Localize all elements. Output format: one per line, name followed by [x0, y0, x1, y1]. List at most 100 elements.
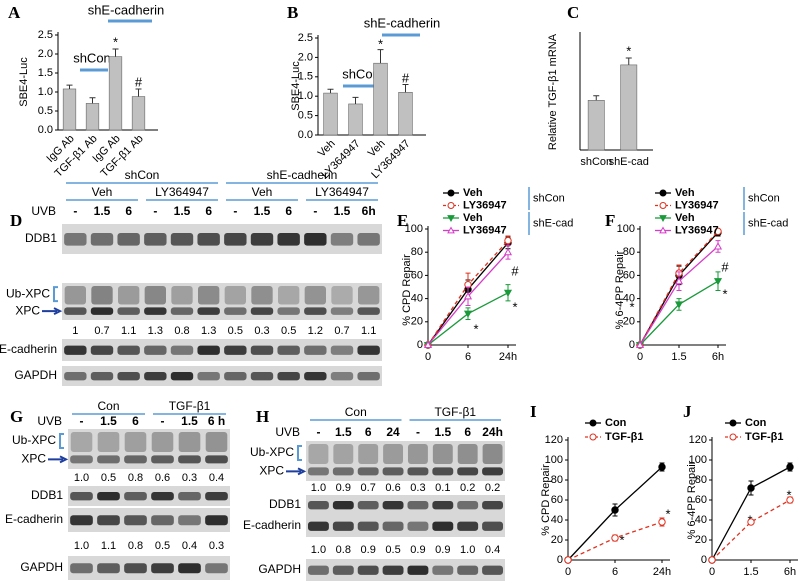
annotation: #	[721, 259, 729, 274]
blot-band	[170, 233, 194, 246]
quantification: 0.3	[410, 482, 425, 494]
blot-smear	[432, 444, 453, 464]
annotation: #	[135, 74, 143, 89]
lane-group-label: TGF-β1	[434, 405, 476, 419]
y-axis-title: % CPD Repair	[401, 254, 413, 326]
blot-strip	[306, 495, 505, 515]
lane-label: 6	[285, 204, 292, 218]
blot-label: E-cadherin	[0, 342, 57, 356]
quantification: 0.9	[361, 544, 376, 556]
error-bar	[66, 84, 73, 89]
blot-band	[97, 563, 120, 574]
blot-label: XPC	[259, 464, 284, 478]
legend-group-label: shCon	[533, 192, 565, 204]
annotation: #	[511, 263, 519, 278]
blot-band	[332, 521, 354, 531]
lane-label: 6	[205, 204, 212, 218]
blot-band	[144, 372, 167, 381]
blot-smear	[308, 444, 329, 464]
marker	[708, 556, 716, 564]
blot-smear	[178, 432, 201, 452]
marker	[729, 419, 737, 427]
bar	[62, 88, 77, 131]
y-tick-label: 60	[695, 494, 707, 506]
legend-label: Veh	[675, 187, 695, 199]
blot-smear	[151, 432, 174, 452]
blot-band	[124, 563, 147, 574]
legend-label: TGF-β1	[605, 431, 644, 443]
y-tick-label: 100	[405, 223, 423, 235]
blot-smear	[358, 444, 379, 464]
blot-band	[482, 501, 504, 510]
blot-smear	[407, 444, 428, 464]
marker	[463, 292, 473, 300]
marker	[674, 276, 684, 285]
blot-band	[482, 565, 504, 575]
lane-label: -	[80, 414, 84, 428]
legend-label: LY36947	[463, 224, 507, 236]
annotation: *	[473, 321, 478, 336]
quantification: 0.4	[209, 472, 224, 484]
marker	[659, 226, 667, 234]
legend-label: LY36947	[675, 199, 719, 211]
blot-band	[277, 345, 300, 355]
marker	[447, 202, 455, 209]
x-tick-label: 6	[465, 351, 471, 363]
blot-smear	[333, 444, 354, 464]
y-tick-label: 1.5	[298, 71, 313, 83]
blot-strip	[62, 283, 382, 320]
blot-strip	[68, 508, 230, 532]
quantification: 0.2	[485, 482, 500, 494]
quantification: 1.0	[311, 482, 326, 494]
blot-strip	[62, 224, 382, 254]
blot-band	[224, 345, 247, 355]
error-bar	[593, 95, 600, 101]
quantification: 0.3	[209, 540, 224, 552]
lane-group-label: shCon	[125, 168, 160, 182]
marker	[674, 301, 684, 309]
blot-band	[432, 565, 454, 575]
lane-label: -	[73, 204, 77, 218]
annotation: *	[512, 299, 517, 314]
blot-band	[357, 307, 380, 315]
blot-band	[144, 233, 167, 246]
quantification: 0.6	[385, 482, 400, 494]
y-tick-label: 20	[551, 534, 563, 546]
blot-strip	[68, 429, 230, 469]
blot-strip	[68, 556, 230, 580]
blot-label: GAPDH	[20, 560, 63, 574]
y-axis-title: % 6-4PP Repair	[686, 460, 698, 539]
blot-label: E-cadherin	[5, 512, 63, 526]
marker	[659, 189, 667, 197]
bar	[373, 62, 388, 136]
blot-strip	[306, 515, 505, 537]
blot-band	[432, 467, 454, 476]
quantification: 0.9	[410, 544, 425, 556]
blot-band	[151, 492, 174, 501]
y-tick-label: 0	[557, 554, 563, 566]
blot-band	[332, 565, 354, 575]
x-tick-label: shCon	[580, 156, 612, 168]
quantification: 0.4	[485, 544, 500, 556]
uvb-label: UVB	[275, 425, 300, 439]
blot-strip	[62, 366, 382, 386]
blot-band	[97, 492, 120, 501]
x-tick-label: 0	[565, 566, 571, 578]
x-tick-label: 0	[425, 351, 431, 363]
bar	[587, 100, 605, 151]
lane-label: 6	[125, 204, 132, 218]
blot-band	[117, 372, 140, 381]
quantification: 0.7	[361, 482, 376, 494]
y-tick-label: 80	[551, 474, 563, 486]
blot-band	[330, 233, 354, 246]
panel-letter: G	[10, 407, 23, 426]
y-tick-label: 120	[689, 434, 707, 446]
y-tick-label: 60	[551, 494, 563, 506]
lane-group-label: Con	[345, 405, 367, 419]
annotation: *	[626, 43, 631, 58]
marker	[729, 433, 737, 441]
y-tick-label: 40	[411, 293, 423, 305]
panel-letter: I	[530, 402, 537, 421]
blot-band	[357, 467, 379, 476]
legend-label: Con	[745, 417, 767, 429]
